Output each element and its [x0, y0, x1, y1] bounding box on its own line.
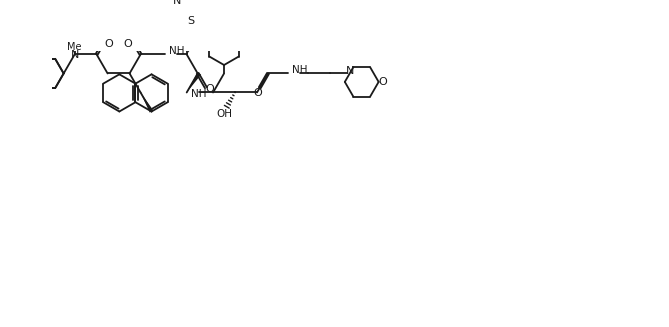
Text: S: S — [187, 16, 195, 26]
Text: NH: NH — [191, 89, 207, 99]
Polygon shape — [140, 93, 153, 112]
Text: N: N — [173, 0, 181, 6]
Text: O: O — [379, 77, 387, 87]
Text: O: O — [105, 39, 114, 49]
Polygon shape — [187, 72, 201, 93]
Text: OH: OH — [216, 109, 232, 118]
Text: O: O — [206, 84, 215, 95]
Text: N: N — [72, 50, 80, 60]
Text: NH: NH — [292, 65, 308, 75]
Text: O: O — [254, 88, 262, 98]
Text: Me: Me — [68, 42, 82, 52]
Text: N: N — [345, 66, 354, 76]
Text: NH: NH — [169, 46, 185, 56]
Polygon shape — [187, 40, 196, 54]
Text: O: O — [124, 39, 132, 49]
